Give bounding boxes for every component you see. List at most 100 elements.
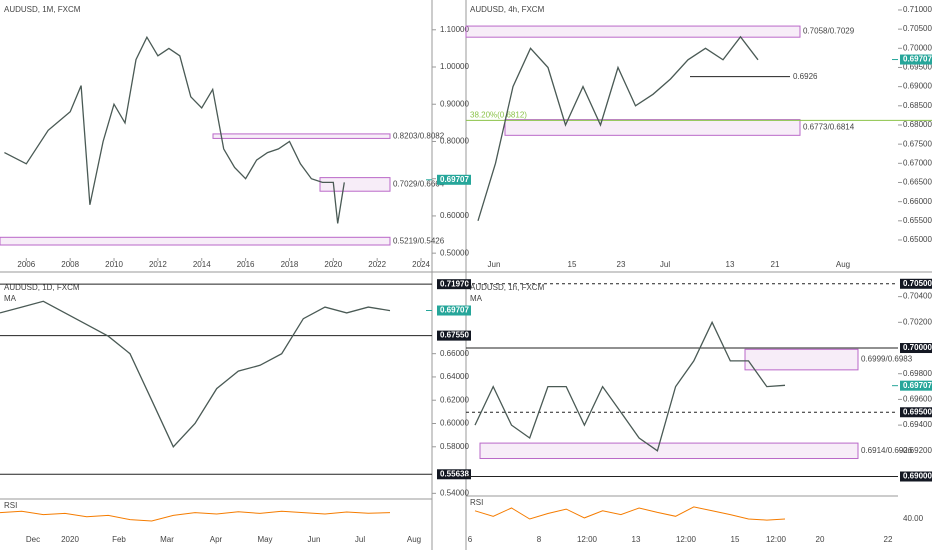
x-tick-label: Jul	[355, 535, 365, 544]
level-tag-label: 0.69000	[903, 472, 932, 481]
x-tick-label: 2020	[324, 260, 342, 269]
price-line	[0, 300, 391, 448]
x-tick-label: Feb	[112, 535, 126, 544]
x-tick-label: 2008	[61, 260, 79, 269]
price-tag-label: 0.69707	[903, 381, 932, 390]
panel-title: AUDUSD, 4h, FXCM	[470, 5, 545, 14]
level-tag	[900, 407, 932, 418]
level-tag-label: 0.70500	[903, 279, 932, 288]
price-line	[4, 35, 345, 224]
zone	[504, 119, 801, 136]
panel-title: AUDUSD, 1h, FXCM	[470, 283, 545, 292]
rsi-label: RSI	[4, 501, 17, 510]
y-tick-label: 0.70200	[903, 317, 932, 326]
y-tick-label: 0.69800	[903, 369, 932, 378]
y-tick-label: 0.70400	[903, 292, 932, 301]
x-tick-label: 12:00	[766, 535, 787, 544]
price-tag	[900, 54, 932, 65]
price-tag-label: 0.69707	[440, 175, 469, 184]
x-tick-label: 12:00	[676, 535, 697, 544]
y-tick-label: 0.66500	[903, 178, 932, 187]
x-tick-label: 2016	[237, 260, 255, 269]
panel-title: AUDUSD, 1M, FXCM	[4, 5, 81, 14]
zone-label: 0.6773/0.6814	[803, 123, 855, 132]
x-tick-label: Jul	[660, 260, 670, 269]
x-tick-label: Mar	[160, 535, 174, 544]
y-tick-label: 0.69400	[903, 420, 932, 429]
x-tick-label: 13	[726, 260, 735, 269]
y-tick-label: 0.69200	[903, 446, 932, 455]
zone-label: 0.8203/0.8082	[393, 131, 445, 140]
zone	[212, 133, 391, 139]
x-tick-label: 12:00	[577, 535, 598, 544]
x-tick-label: 2010	[105, 260, 123, 269]
y-tick-label: 0.69500	[903, 63, 932, 72]
y-tick-label: 0.54000	[440, 488, 469, 497]
price-tag-label: 0.69707	[440, 306, 469, 315]
level-tag-label: 0.55638	[440, 469, 469, 478]
x-tick-label: 2024	[412, 260, 430, 269]
y-tick-label: 0.64000	[440, 372, 469, 381]
y-tick-label: 0.67500	[903, 139, 932, 148]
x-tick-label: 2020	[61, 535, 79, 544]
y-tick-label: 0.69600	[903, 395, 932, 404]
x-tick-label: 2014	[193, 260, 211, 269]
y-tick-label: 0.65500	[903, 216, 932, 225]
zone	[744, 348, 859, 371]
x-tick-label: 2022	[368, 260, 386, 269]
zone-label: 0.6914/0.6926	[861, 446, 913, 455]
level-tag-label: 0.67550	[440, 331, 469, 340]
x-tick-label: 2018	[281, 260, 299, 269]
x-tick-label: 6	[468, 535, 473, 544]
zone-label: 0.6999/0.6983	[861, 355, 913, 364]
x-tick-label: Jun	[308, 535, 321, 544]
level-tag	[900, 343, 932, 354]
indicator-label: MA	[470, 294, 483, 303]
rsi-tick-label: 40.00	[903, 514, 924, 523]
rsi-label: RSI	[470, 498, 483, 507]
zone	[0, 236, 391, 246]
zone	[479, 442, 859, 460]
rsi-line	[0, 510, 391, 522]
fib-label: 38.20%(0.6812)	[470, 110, 527, 119]
x-tick-label: 8	[537, 535, 542, 544]
price-tag	[437, 174, 471, 185]
y-tick-label: 0.68000	[903, 120, 932, 129]
zone	[319, 177, 391, 192]
x-tick-label: Apr	[210, 535, 223, 544]
y-tick-label: 0.71000	[903, 5, 932, 14]
y-tick-label: 0.70000	[903, 43, 932, 52]
price-tag	[437, 305, 471, 316]
level-tag	[437, 279, 471, 290]
y-tick-label: 0.80000	[440, 137, 469, 146]
y-tick-label: 0.60000	[440, 419, 469, 428]
zone-label: 0.7029/0.6664	[393, 180, 445, 189]
level-tag-label: 0.69500	[903, 407, 932, 416]
x-tick-label: Aug	[836, 260, 850, 269]
price-line	[474, 320, 786, 452]
x-tick-label: 23	[617, 260, 626, 269]
support-label: 0.6926	[793, 72, 818, 81]
y-tick-label: 1.10000	[440, 25, 469, 34]
x-tick-label: Dec	[26, 535, 40, 544]
price-line	[477, 35, 759, 221]
zone	[465, 25, 801, 38]
rsi-line	[474, 506, 786, 521]
y-tick-label: 0.90000	[440, 99, 469, 108]
zone-label: 0.5219/0.5426	[393, 236, 445, 245]
y-tick-label: 0.69000	[903, 82, 932, 91]
x-tick-label: Jun	[488, 260, 501, 269]
level-tag	[437, 330, 471, 341]
y-tick-label: 0.65000	[903, 235, 932, 244]
level-tag-label: 0.70000	[903, 343, 932, 352]
y-tick-label: 0.68500	[903, 101, 932, 110]
y-tick-label: 0.70500	[903, 24, 932, 33]
price-tag	[900, 380, 932, 391]
y-tick-label: 0.62000	[440, 395, 469, 404]
indicator-label: MA	[4, 294, 17, 303]
zone-label: 0.7058/0.7029	[803, 27, 855, 36]
y-tick-label: 1.00000	[440, 62, 469, 71]
level-tag	[900, 278, 932, 289]
x-tick-label: 22	[884, 535, 893, 544]
